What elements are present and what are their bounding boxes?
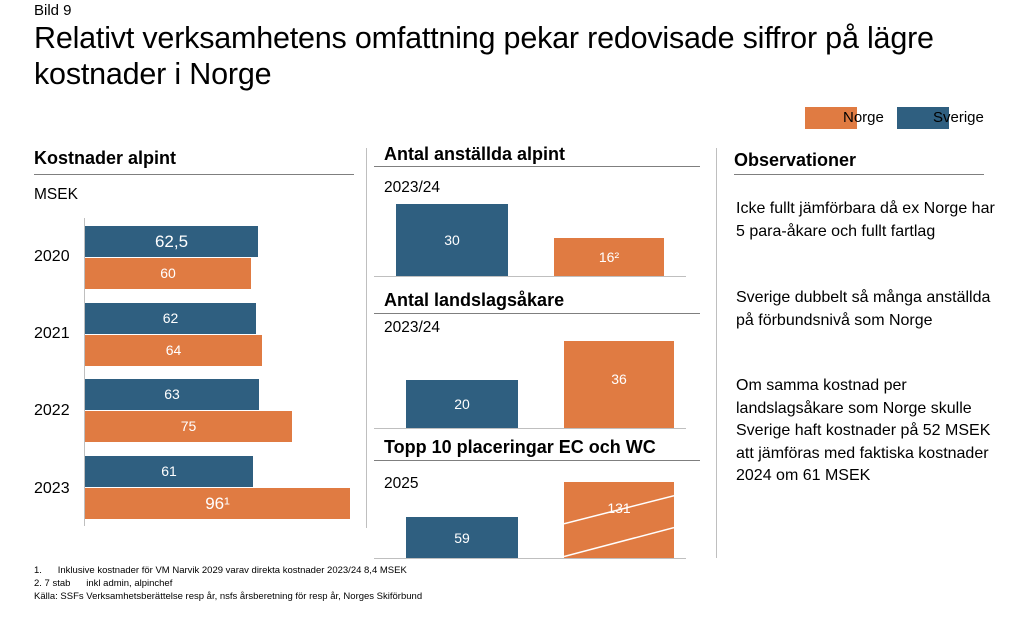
landslag-label-sverige: 20	[454, 396, 470, 412]
bar-sverige-2021: 62	[85, 303, 256, 334]
landslag-label-norge: 36	[611, 371, 627, 387]
observations-title-rule	[734, 174, 984, 175]
figure-label: Bild 9	[34, 2, 72, 19]
anstallda-bar-sverige: 30	[396, 204, 508, 276]
bar-label-sverige-2022: 63	[164, 386, 180, 402]
legend-label-norge: Norge	[843, 109, 884, 126]
divider-right	[716, 148, 717, 558]
observation-1: Icke fullt jämförbara då ex Norge har 5 …	[736, 200, 995, 240]
landslag-bar-sverige: 20	[406, 380, 518, 428]
landslag-chart: 20 36	[374, 338, 700, 430]
observation-2: Sverige dubbelt så många anställda på fö…	[736, 289, 991, 329]
anstallda-baseline	[374, 276, 686, 277]
anstallda-period: 2023/24	[384, 179, 441, 196]
bar-label-norge-2022: 75	[180, 418, 197, 434]
year-label-2022: 2022	[34, 402, 70, 419]
legend: Norge Sverige	[805, 107, 995, 131]
kostnader-axis	[84, 218, 85, 526]
bar-label-sverige-2020: 62,5	[154, 232, 189, 251]
topp10-label-sverige: 59	[454, 530, 470, 546]
observation-3: Om samma kostnad per landslagsåkare som …	[736, 377, 991, 484]
topp10-period: 2025	[384, 475, 419, 492]
bar-norge-2021: 64	[85, 335, 262, 366]
anstallda-label-norge: 16²	[598, 249, 620, 265]
year-label-2021: 2021	[34, 325, 70, 342]
legend-swatch-norge	[805, 107, 857, 129]
anstallda-label-sverige: 30	[444, 232, 460, 248]
legend-label-sverige: Sverige	[933, 109, 984, 126]
topp10-break-line-2	[564, 526, 674, 558]
bar-label-norge-2020: 60	[160, 265, 176, 281]
year-label-2023: 2023	[34, 480, 70, 497]
kostnader-unit: MSEK	[34, 186, 78, 203]
kostnader-title-rule	[34, 174, 354, 175]
bar-sverige-2020: 62,5	[85, 226, 258, 257]
bar-label-sverige-2023: 61	[161, 463, 177, 479]
bar-sverige-2023: 61	[85, 456, 253, 487]
anstallda-bar-norge: 16²	[554, 238, 664, 276]
topp10-title: Topp 10 placeringar EC och WC	[384, 437, 656, 457]
legend-swatch-sverige	[897, 107, 949, 129]
divider-left	[366, 148, 367, 528]
bar-norge-2020: 60	[85, 258, 251, 289]
landslag-bar-norge: 36	[564, 341, 674, 428]
landslag-title: Antal landslagsåkare	[384, 290, 565, 310]
kostnader-chart: 62,5 60 62 64 63 75 61 96¹	[84, 218, 364, 526]
topp10-chart: 59 131	[374, 476, 700, 560]
footnote-source: Källa: SSFs Verksamhetsberättelse resp å…	[34, 591, 423, 602]
topp10-baseline	[374, 558, 686, 559]
topp10-bar-norge: 131	[564, 482, 674, 558]
bar-norge-2023: 96¹	[85, 488, 350, 519]
observations-title: Observationer	[734, 150, 857, 170]
topp10-label-norge: 131	[607, 500, 631, 516]
bar-label-norge-2023: 96¹	[205, 494, 230, 513]
landslag-baseline	[374, 428, 686, 429]
topp10-bar-sverige: 59	[406, 517, 518, 558]
footnote-1: 1. Inklusive kostnader för VM Narvik 202…	[34, 565, 407, 576]
topp10-axis-break	[564, 494, 674, 558]
anstallda-title: Antal anställda alpint	[384, 144, 566, 164]
anstallda-chart: 30 16²	[374, 198, 700, 278]
page-title: Relativt verksamhetens omfattning pekar …	[34, 21, 934, 91]
topp10-break-line-1	[564, 494, 674, 525]
bar-label-norge-2021: 64	[165, 342, 182, 358]
year-label-2020: 2020	[34, 248, 70, 265]
landslag-title-rule	[374, 313, 700, 314]
topp10-title-rule	[374, 460, 700, 461]
anstallda-title-rule	[374, 166, 700, 167]
kostnader-title: Kostnader alpint	[34, 148, 177, 168]
bar-sverige-2022: 63	[85, 379, 259, 410]
landslag-period: 2023/24	[384, 319, 441, 336]
footnote-2: 2. 7 stab inkl admin, alpinchef	[34, 578, 173, 589]
bar-label-sverige-2021: 62	[162, 310, 179, 326]
bar-norge-2022: 75	[85, 411, 292, 442]
